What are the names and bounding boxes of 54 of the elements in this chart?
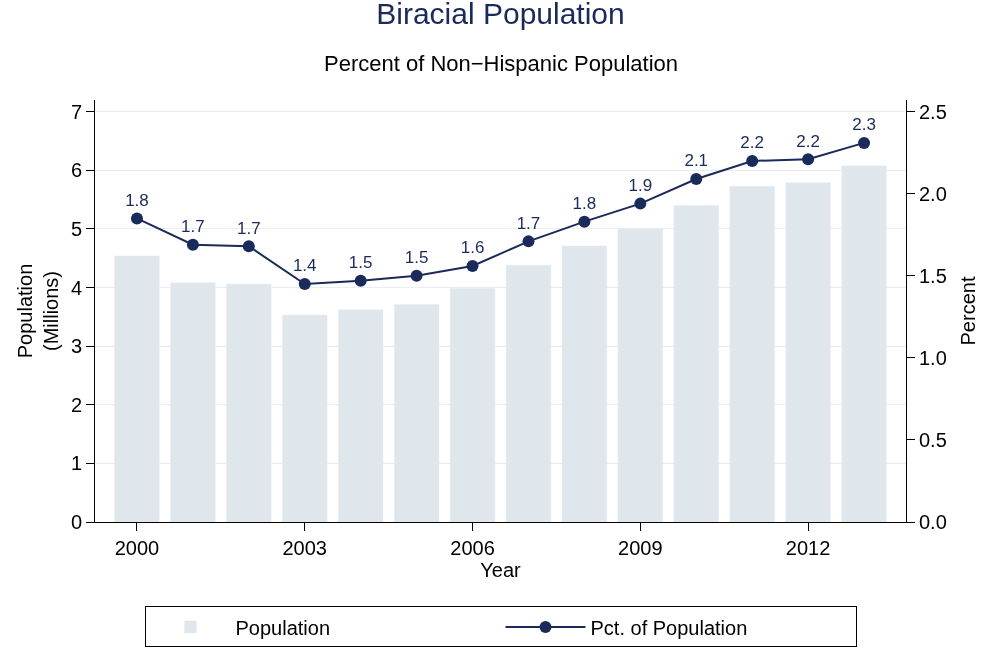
x-tick-label: 2000 <box>114 537 160 559</box>
data-label: 1.5 <box>404 248 429 268</box>
data-label: 1.5 <box>348 253 373 272</box>
x-axis-title: Year <box>480 559 522 581</box>
y2-tick-label: 2.5 <box>919 100 947 123</box>
data-label: 2.1 <box>684 151 709 171</box>
y-tick-label: 4 <box>70 276 82 299</box>
point <box>522 235 535 248</box>
point <box>578 215 591 228</box>
y-axis-title: Population (Millions) <box>14 263 63 359</box>
y2-axis-title: Percent <box>957 276 980 346</box>
data-label: 1.6 <box>460 238 485 258</box>
y-tick-label: 5 <box>70 217 82 240</box>
y-tick-label: 3 <box>70 335 82 358</box>
point <box>130 212 143 225</box>
y-tick-label: 7 <box>70 100 82 123</box>
x-tick-label: 2012 <box>785 537 831 559</box>
point <box>410 269 423 282</box>
data-label: 1.9 <box>628 175 653 195</box>
data-label: 2.2 <box>740 133 765 153</box>
point <box>746 154 759 167</box>
x-tick-label: 2003 <box>282 537 327 559</box>
y2-tick-label: 1.5 <box>919 264 947 287</box>
data-label: 1.4 <box>292 256 317 276</box>
y-tick-label: 0 <box>70 511 82 533</box>
y-tick-label: 2 <box>70 393 82 416</box>
point <box>802 153 815 166</box>
legend-label: Population <box>235 616 331 639</box>
data-label: 1.7 <box>236 218 261 238</box>
point <box>634 197 647 210</box>
data-label: 1.8 <box>572 193 597 213</box>
point <box>858 136 871 149</box>
point <box>354 274 367 287</box>
y-tick-label: 6 <box>70 159 82 182</box>
data-label: 1.7 <box>181 216 205 236</box>
point <box>690 173 703 185</box>
data-label: 1.8 <box>125 190 149 210</box>
x-tick-label: 2006 <box>450 537 495 559</box>
y2-tick-label: 1.0 <box>919 346 947 369</box>
x-tick-label: 2009 <box>618 537 663 559</box>
data-label: 2.2 <box>796 131 820 151</box>
y2-tick-label: 0.0 <box>919 511 947 533</box>
point <box>466 259 479 272</box>
data-label: 2.3 <box>852 115 876 135</box>
legend-label: Pct. of Population <box>590 616 748 639</box>
data-label: 1.7 <box>516 213 541 233</box>
y2-tick-label: 2.0 <box>919 182 947 205</box>
point <box>298 278 311 291</box>
chart-title: Biracial Population <box>376 0 625 31</box>
y-tick-label: 1 <box>70 452 82 475</box>
point <box>186 238 199 251</box>
chart-subtitle: Percent of Non−Hispanic Population <box>324 51 679 76</box>
y2-tick-label: 0.5 <box>919 428 947 451</box>
point <box>242 240 255 253</box>
